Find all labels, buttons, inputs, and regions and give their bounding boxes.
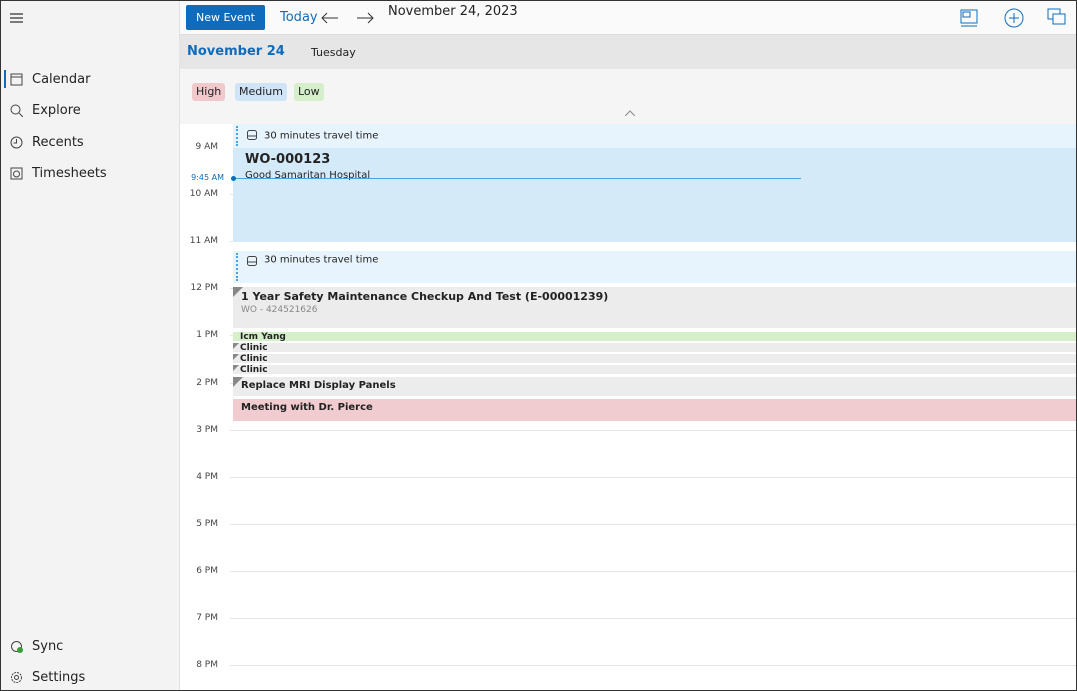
priority-chip[interactable]: Low — [294, 83, 324, 101]
hour-label: 2 PM — [196, 377, 218, 388]
hour-label: 10 AM — [189, 189, 218, 200]
event-subtitle: Good Samaritan Hospital — [245, 170, 371, 181]
travel-text: 30 minutes travel time — [264, 130, 379, 142]
nav-item[interactable]: Explore — [1, 97, 180, 123]
hour-line — [230, 476, 1076, 478]
travel-text: 30 minutes travel time — [264, 254, 379, 266]
current-date: November 24, 2023 — [388, 4, 518, 19]
nav-item[interactable]: Recents — [1, 129, 180, 155]
event-corner — [233, 287, 243, 297]
travel-block: 30 minutes travel time — [233, 251, 1076, 283]
event-corner — [233, 377, 243, 387]
search-icon — [10, 104, 23, 117]
selected-indicator — [4, 70, 6, 88]
nav-item[interactable]: Sync — [1, 633, 180, 659]
event[interactable]: Clinic — [233, 354, 1076, 364]
view-button[interactable] — [960, 9, 978, 27]
event[interactable]: WO-000123 Good Samaritan Hospital — [233, 148, 1076, 242]
nav-label: Explore — [32, 102, 81, 118]
event-title: Clinic — [240, 365, 268, 375]
next-button[interactable] — [356, 12, 374, 24]
event-title: WO-000123 — [245, 152, 331, 167]
today-button[interactable]: Today — [280, 10, 318, 25]
hour-line — [230, 429, 1076, 431]
hour-label: 5 PM — [196, 518, 218, 529]
nav-label: Calendar — [32, 71, 91, 87]
car-icon — [247, 130, 257, 140]
priority-filters: High Medium Low — [180, 69, 1076, 124]
calendar-icon — [10, 73, 23, 85]
nav-label: Recents — [32, 134, 84, 150]
event[interactable]: Meeting with Dr. Pierce — [233, 399, 1076, 421]
event[interactable]: Icm Yang — [233, 332, 1076, 341]
hour-label: 1 PM — [196, 330, 218, 341]
priority-chip[interactable]: High — [192, 83, 226, 101]
current-time-line — [232, 178, 801, 179]
hour-line — [230, 523, 1076, 525]
hour-label: 6 PM — [196, 565, 218, 576]
settings-icon — [11, 671, 22, 683]
event-corner — [233, 343, 239, 349]
travel-line — [236, 126, 238, 146]
hour-label: 8 PM — [196, 660, 218, 671]
hour-label: 4 PM — [196, 471, 218, 482]
hour-label: 3 PM — [196, 424, 218, 435]
weekday: Tuesday — [311, 46, 356, 59]
add-button[interactable] — [1004, 8, 1024, 28]
priority-chip[interactable]: Medium — [235, 83, 287, 101]
travel-line — [236, 253, 238, 281]
nav-label: Sync — [32, 638, 64, 654]
current-time-dot — [231, 176, 236, 181]
collapse-button[interactable] — [625, 110, 635, 116]
nav-label: Timesheets — [32, 165, 107, 181]
hour-label: 9 AM — [195, 142, 218, 152]
event-subtitle: WO - 424521626 — [241, 305, 318, 315]
event-title: 1 Year Safety Maintenance Checkup And Te… — [241, 290, 609, 303]
nav-item[interactable]: Timesheets — [1, 160, 180, 186]
current-time-label: 9:45 AM — [191, 173, 224, 182]
top-bar: New Event Today November 24, 2023 — [180, 1, 1076, 35]
hour-line — [230, 570, 1076, 572]
hour-label: 12 PM — [190, 283, 218, 294]
event[interactable]: Clinic — [233, 365, 1076, 375]
hour-line — [230, 665, 1076, 667]
event-title: Clinic — [240, 354, 268, 364]
nav-item[interactable]: Settings — [1, 664, 180, 690]
nav-label: Settings — [32, 669, 86, 685]
hour-label: 11 AM — [189, 236, 218, 247]
day-date: November 24 — [187, 44, 285, 59]
prev-button[interactable] — [321, 12, 339, 24]
clock-icon — [10, 136, 23, 148]
travel-block: 30 minutes travel time — [233, 124, 1076, 148]
chat-button[interactable] — [1047, 8, 1067, 28]
timesheet-icon — [10, 167, 23, 179]
new-event-button[interactable]: New Event — [186, 5, 265, 30]
sidebar: Calendar Explore Recents Timesheets Sync… — [1, 1, 180, 690]
event-corner — [233, 365, 239, 371]
car-icon — [247, 256, 257, 266]
hour-line — [230, 618, 1076, 619]
event-title: Replace MRI Display Panels — [241, 380, 396, 391]
nav-item[interactable]: Calendar — [1, 66, 180, 92]
event[interactable]: 1 Year Safety Maintenance Checkup And Te… — [233, 287, 1076, 329]
sync-icon — [11, 640, 23, 653]
hour-label: 7 PM — [196, 613, 218, 623]
event-title: Clinic — [240, 343, 268, 353]
event-title: Meeting with Dr. Pierce — [241, 402, 373, 413]
day-header: November 24 Tuesday — [180, 35, 1076, 69]
event-corner — [233, 354, 239, 360]
event[interactable]: Replace MRI Display Panels — [233, 377, 1076, 397]
event[interactable]: Clinic — [233, 343, 1076, 353]
menu-icon[interactable] — [10, 12, 24, 24]
